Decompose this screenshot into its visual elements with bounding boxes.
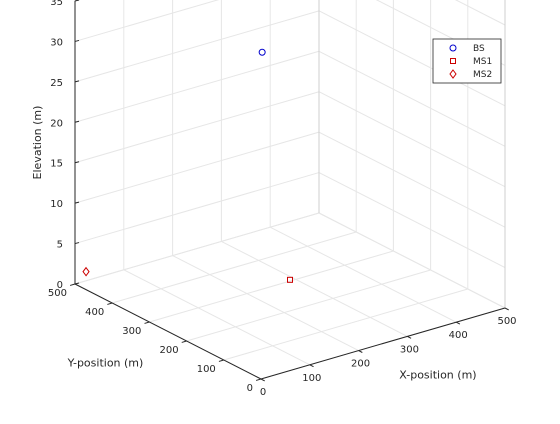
legend-box: [432, 38, 502, 84]
z-tick-mark: [74, 242, 80, 245]
legend-marker-ms2: [449, 69, 457, 79]
x-tick-label: 100: [302, 373, 321, 384]
legend-label-ms1: MS1: [473, 57, 492, 67]
marker-bs: [258, 48, 266, 56]
y-tick-label: 500: [48, 288, 67, 299]
x-tick-label: 500: [497, 316, 516, 327]
y-axis-line: [74, 283, 262, 380]
side-wall-grid-line: [318, 91, 506, 188]
legend-label-bs: BS: [473, 44, 485, 54]
x-tick-label: 400: [449, 330, 468, 341]
back-wall-grid-line: [74, 0, 81, 2]
floor-grid-line: [112, 231, 357, 304]
y-tick-label: 400: [85, 307, 104, 318]
floor-grid-line: [269, 226, 457, 323]
side-wall-grid-line: [454, 0, 506, 26]
z-tick-label: 10: [50, 199, 63, 210]
y-tick-label: 100: [197, 364, 216, 375]
z-tick-mark: [74, 39, 80, 42]
z-tick-label: 35: [50, 0, 63, 8]
y-tick-mark: [181, 340, 187, 343]
z-tick-mark: [74, 120, 80, 123]
z-tick-mark: [74, 0, 80, 2]
z-tick-label: 0: [57, 280, 63, 291]
y-tick-mark: [144, 321, 150, 324]
y-tick-mark: [218, 359, 224, 362]
back-wall-grid-line: [74, 50, 320, 123]
side-wall-grid-line: [318, 212, 506, 309]
back-wall-grid-line: [74, 212, 320, 285]
side-wall-grid-line: [318, 50, 506, 147]
x-axis-label: X-position (m): [399, 368, 476, 381]
back-wall-grid-line: [74, 131, 320, 204]
marker-layer: [82, 48, 293, 283]
legend-marker-bs: [449, 44, 457, 52]
z-tick-mark: [74, 80, 80, 83]
x-tick-label: 200: [351, 359, 370, 370]
y-tick-label: 200: [160, 345, 179, 356]
y-tick-label: 0: [247, 383, 253, 394]
floor-grid-line: [186, 269, 431, 342]
side-wall-grid-line: [318, 172, 506, 269]
z-tick-label: 30: [50, 37, 63, 48]
x-tick-mark: [504, 307, 509, 311]
floor-grid-line: [172, 255, 359, 352]
x-tick-mark: [358, 350, 363, 353]
legend-label-ms2: MS2: [473, 70, 492, 80]
z-tick-label: 20: [50, 118, 63, 129]
axis-layer: 0100200300400500010020030040050005101520…: [31, 0, 517, 398]
marker-ms2: [82, 266, 90, 277]
y-axis-label: Y-position (m): [67, 357, 144, 370]
back-wall-grid-line: [74, 91, 320, 164]
side-wall-grid-line: [318, 10, 506, 107]
y-tick-mark: [107, 302, 113, 305]
floor-grid-line: [221, 240, 408, 337]
z-tick-label: 25: [50, 78, 63, 89]
back-wall-grid-line: [74, 0, 220, 42]
z-tick-label: 15: [50, 159, 63, 170]
z-tick-label: 5: [57, 240, 63, 251]
y-tick-mark: [255, 378, 262, 381]
z-tick-mark: [74, 201, 80, 204]
marker-ms1: [287, 276, 293, 283]
x-tick-label: 0: [260, 387, 266, 398]
x-axis-line: [260, 307, 506, 380]
side-wall-grid-line: [318, 131, 506, 228]
floor-grid-line: [223, 288, 468, 361]
legend: BS MS1 MS2: [432, 38, 502, 84]
x-tick-mark: [407, 335, 412, 339]
floor-grid-line: [123, 269, 311, 366]
z-tick-mark: [74, 161, 80, 164]
legend-marker-ms1: [450, 58, 456, 64]
x-tick-label: 300: [400, 344, 419, 355]
x-tick-mark: [309, 364, 314, 368]
x-tick-mark: [260, 378, 265, 382]
y-tick-label: 300: [122, 326, 141, 337]
z-tick-mark: [74, 282, 80, 285]
back-wall-grid-line: [74, 10, 320, 83]
z-axis-label: Elevation (m): [31, 106, 44, 180]
x-tick-mark: [455, 321, 461, 325]
back-wall-grid-line: [74, 172, 320, 245]
y-tick-mark: [69, 283, 76, 286]
floor-grid-line: [149, 250, 394, 323]
